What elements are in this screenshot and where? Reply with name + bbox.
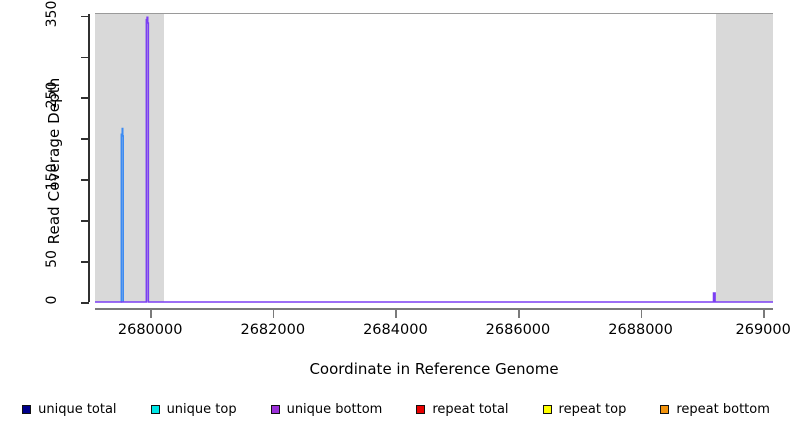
y-tick-label-wrap-150: 150 [30,164,74,191]
x-tick-label-2686000: 2686000 [485,322,551,338]
x-tick-2684000 [395,309,397,318]
y-tick-350 [81,15,89,18]
legend-item-unique-bottom: unique bottom [270,401,383,417]
legend-label: unique total [38,401,117,417]
x-tick-label-2688000: 2688000 [608,322,673,338]
legend-item-unique-total: unique total [22,401,117,417]
x-tick-2680000 [150,309,152,318]
series-unique-bottom [95,17,773,302]
legend-item-repeat-bottom: repeat bottom [660,402,770,417]
legend-swatch-icon [416,404,426,414]
x-tick-label-2680000: 2680000 [117,322,183,338]
legend-swatch-icon [22,404,32,414]
x-axis-line [95,308,773,310]
series-unique-top [121,129,123,302]
y-tick-label-0: 0 [44,295,60,305]
y-tick-label-wrap-250: 250 [30,82,74,109]
y-tick-label-wrap-0: 0 [30,292,74,312]
y-tick-100 [81,220,89,222]
legend-item-repeat-total: repeat total [416,401,509,417]
y-tick-150 [81,179,89,181]
x-axis-title: Coordinate in Reference Genome [309,360,559,378]
right-repeat-region [715,14,773,302]
data-series-layer [95,14,773,302]
legend-item-unique-top: unique top [150,401,237,417]
legend-swatch-icon [660,404,670,414]
legend-label: unique bottom [286,401,383,417]
x-tick-2690000 [763,309,765,318]
plot-area [95,14,773,302]
y-tick-label-150: 150 [44,163,60,191]
y-tick-label-wrap-50: 50 [30,250,74,271]
legend-label: repeat total [432,401,509,417]
legend-swatch-icon [542,404,552,414]
y-tick-label-350: 350 [44,0,60,27]
y-tick-200 [81,138,89,140]
legend-label: repeat top [558,401,627,417]
y-tick-50 [81,261,89,263]
legend-swatch-icon [150,404,160,414]
legend-item-repeat-top: repeat top [542,401,627,417]
plot-top-border [95,13,773,15]
chart-legend: unique total unique top unique bottom repea… [0,398,792,420]
legend-label: repeat bottom [676,401,770,417]
y-tick-0 [81,302,89,304]
y-tick-label-250: 250 [44,82,60,109]
y-tick-label-50: 50 [44,250,60,268]
y-tick-label-wrap-350: 350 [30,0,74,27]
x-tick-label-2684000: 2684000 [363,322,428,338]
x-tick-2688000 [640,309,643,318]
x-tick-label-2690000: 269000 [735,322,791,338]
x-tick-2686000 [517,309,520,318]
x-tick-2682000 [272,309,275,318]
y-tick-300 [81,56,89,59]
legend-label: unique top [166,401,237,417]
y-axis-line [88,14,90,302]
y-tick-250 [81,97,89,100]
left-repeat-region [95,14,165,302]
x-tick-label-2682000: 2682000 [240,322,306,338]
legend-swatch-icon [270,404,280,414]
